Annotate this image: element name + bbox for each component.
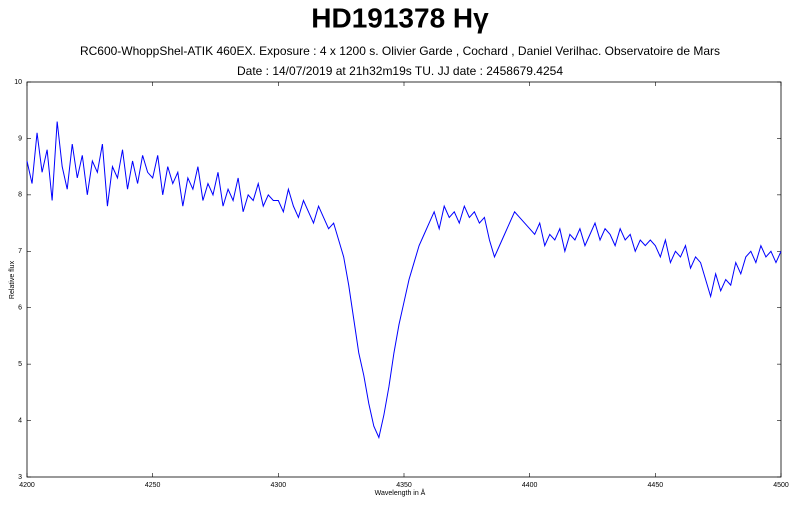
y-tick-label: 3 xyxy=(18,474,22,481)
y-tick-label: 7 xyxy=(18,248,22,255)
x-axis-label: Wavelength in Å xyxy=(375,488,426,497)
x-tick-label: 4400 xyxy=(522,482,538,489)
x-tick-label: 4200 xyxy=(19,482,35,489)
spectrum-line xyxy=(26,121,782,440)
plot-frame xyxy=(26,81,782,478)
y-tick-label: 5 xyxy=(18,361,22,368)
x-tick-label: 4350 xyxy=(396,482,412,489)
y-axis-label: Relative flux xyxy=(9,260,16,299)
y-tick-label: 8 xyxy=(18,192,22,199)
y-tick-label: 10 xyxy=(14,79,22,86)
x-tick-label: 4450 xyxy=(648,482,664,489)
subtitle: RC600-WhoppShel-ATIK 460EX. Exposure : 4… xyxy=(80,44,720,58)
x-tick-label: 4250 xyxy=(145,482,161,489)
x-tick-label: 4500 xyxy=(773,482,789,489)
y-tick-label: 9 xyxy=(18,135,22,142)
y-tick-label: 6 xyxy=(18,305,22,312)
subtitle: Date : 14/07/2019 at 21h32m19s TU. JJ da… xyxy=(237,64,563,78)
y-tick-label: 4 xyxy=(18,417,22,424)
x-tick-label: 4300 xyxy=(271,482,287,489)
chart-title: HD191378 Hγ xyxy=(311,2,489,33)
